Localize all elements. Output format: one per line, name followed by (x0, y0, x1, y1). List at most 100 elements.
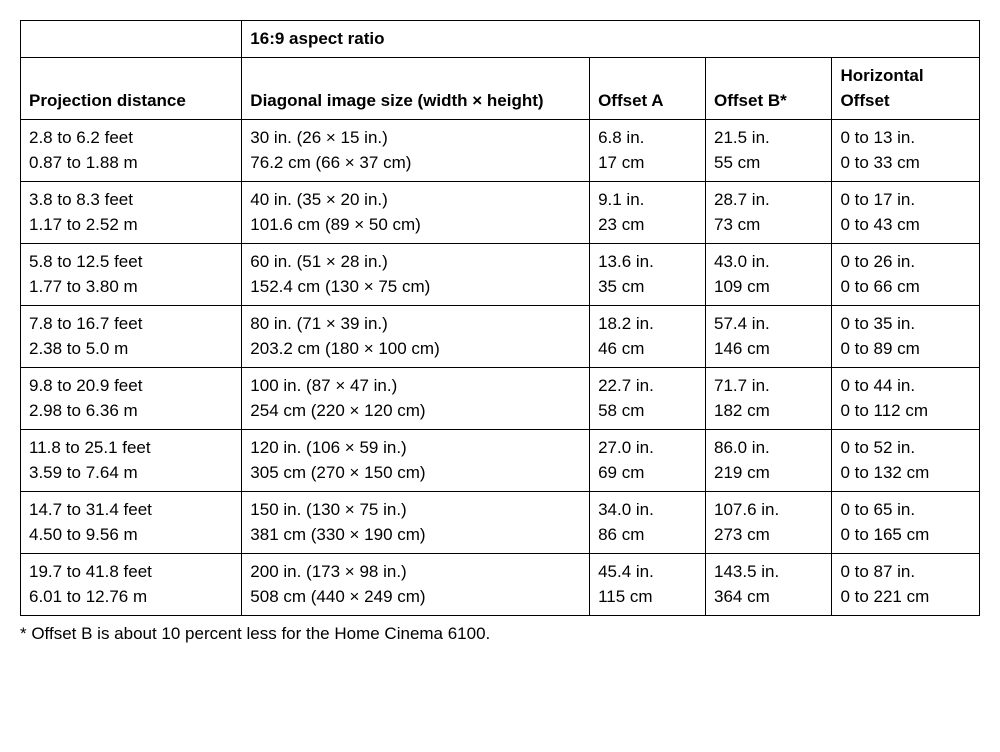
value-line2: 364 cm (714, 587, 770, 606)
value-line2: 55 cm (714, 153, 760, 172)
cell-diagonal: 200 in. (173 × 98 in.) 508 cm (440 × 249 … (242, 553, 590, 615)
value-line1: 43.0 in. (714, 252, 770, 271)
cell-offset-b: 43.0 in. 109 cm (705, 243, 831, 305)
value-line2: 273 cm (714, 525, 770, 544)
value-line2: 2.38 to 5.0 m (29, 339, 128, 358)
cell-offset-h: 0 to 13 in.0 to 33 cm (832, 119, 980, 181)
value-line2: 4.50 to 9.56 m (29, 525, 138, 544)
value-line1: 19.7 to 41.8 feet (29, 562, 152, 581)
value-line1: 27.0 in. (598, 438, 654, 457)
cell-offset-a: 6.8 in. 17 cm (590, 119, 706, 181)
cell-offset-h: 0 to 26 in. 0 to 66 cm (832, 243, 980, 305)
cell-offset-a: 9.1 in. 23 cm (590, 181, 706, 243)
value-line1: 5.8 to 12.5 feet (29, 252, 142, 271)
table-row: 14.7 to 31.4 feet4.50 to 9.56 m150 in. (… (21, 491, 980, 553)
footnote: * Offset B is about 10 percent less for … (20, 624, 980, 644)
table-row: 7.8 to 16.7 feet 2.38 to 5.0 m 80 in. (71 … (21, 305, 980, 367)
value-line2: 69 cm (598, 463, 644, 482)
value-line1: 40 in. (35 × 20 in.) (250, 190, 388, 209)
cell-offset-h: 0 to 44 in. 0 to 112 cm (832, 367, 980, 429)
cell-projection: 9.8 to 20.9 feet 2.98 to 6.36 m (21, 367, 242, 429)
value-line2: 101.6 cm (89 × 50 cm) (250, 215, 421, 234)
value-line2: 73 cm (714, 215, 760, 234)
value-line1: 9.8 to 20.9 feet (29, 376, 142, 395)
cell-projection: 2.8 to 6.2 feet0.87 to 1.88 m (21, 119, 242, 181)
cell-offset-b: 143.5 in.364 cm (705, 553, 831, 615)
value-line2: 2.98 to 6.36 m (29, 401, 138, 420)
value-line2: 508 cm (440 × 249 cm) (250, 587, 425, 606)
value-line1: 200 in. (173 × 98 in.) (250, 562, 406, 581)
value-line1: 0 to 26 in. (840, 252, 915, 271)
value-line2: 115 cm (598, 587, 653, 606)
value-line1: 107.6 in. (714, 500, 779, 519)
cell-offset-b: 28.7 in. 73 cm (705, 181, 831, 243)
value-line2: 1.77 to 3.80 m (29, 277, 138, 296)
table-row: 5.8 to 12.5 feet 1.77 to 3.80 m 60 in. (51… (21, 243, 980, 305)
value-line1: 6.8 in. (598, 128, 644, 147)
value-line1: 9.1 in. (598, 190, 644, 209)
value-line1: 150 in. (130 × 75 in.) (250, 500, 406, 519)
cell-offset-a: 27.0 in. 69 cm (590, 429, 706, 491)
col-offset-a: Offset A (590, 57, 706, 119)
cell-offset-h: 0 to 87 in.0 to 221 cm (832, 553, 980, 615)
value-line2: 23 cm (598, 215, 644, 234)
value-line2: 76.2 cm (66 × 37 cm) (250, 153, 411, 172)
table-row: 11.8 to 25.1 feet 3.59 to 7.64 m 120 in. (… (21, 429, 980, 491)
value-line1: 60 in. (51 × 28 in.) (250, 252, 388, 271)
cell-diagonal: 30 in. (26 × 15 in.)76.2 cm (66 × 37 cm) (242, 119, 590, 181)
table-row: 3.8 to 8.3 feet1.17 to 2.52 m40 in. (35 … (21, 181, 980, 243)
value-line2: 0 to 33 cm (840, 153, 919, 172)
cell-diagonal: 120 in. (106 × 59 in.)305 cm (270 × 150 … (242, 429, 590, 491)
cell-offset-b: 71.7 in.182 cm (705, 367, 831, 429)
value-line2: 0 to 89 cm (840, 339, 919, 358)
value-line1: 0 to 52 in. (840, 438, 915, 457)
cell-projection: 11.8 to 25.1 feet 3.59 to 7.64 m (21, 429, 242, 491)
cell-projection: 3.8 to 8.3 feet1.17 to 2.52 m (21, 181, 242, 243)
value-line1: 34.0 in. (598, 500, 654, 519)
value-line2: 0 to 165 cm (840, 525, 929, 544)
value-line1: 11.8 to 25.1 feet (29, 438, 151, 457)
value-line2: 109 cm (714, 277, 770, 296)
col-projection: Projection distance (21, 57, 242, 119)
value-line2: 17 cm (598, 153, 644, 172)
cell-projection: 7.8 to 16.7 feet 2.38 to 5.0 m (21, 305, 242, 367)
super-header: 16:9 aspect ratio (242, 21, 980, 58)
cell-offset-h: 0 to 52 in.0 to 132 cm (832, 429, 980, 491)
cell-diagonal: 40 in. (35 × 20 in.) 101.6 cm (89 × 50 cm… (242, 181, 590, 243)
value-line1: 21.5 in. (714, 128, 770, 147)
col-offset-b: Offset B* (705, 57, 831, 119)
value-line2: 219 cm (714, 463, 770, 482)
value-line2: 0 to 221 cm (840, 587, 929, 606)
cell-offset-b: 86.0 in.219 cm (705, 429, 831, 491)
value-line2: 35 cm (598, 277, 644, 296)
value-line1: 80 in. (71 × 39 in.) (250, 314, 388, 333)
value-line1: 71.7 in. (714, 376, 770, 395)
cell-offset-h: 0 to 35 in.0 to 89 cm (832, 305, 980, 367)
value-line1: 0 to 65 in. (840, 500, 915, 519)
cell-offset-b: 57.4 in.146 cm (705, 305, 831, 367)
table-row: 19.7 to 41.8 feet6.01 to 12.76 m200 in. … (21, 553, 980, 615)
value-line1: 22.7 in. (598, 376, 654, 395)
value-line2: 152.4 cm (130 × 75 cm) (250, 277, 430, 296)
value-line1: 0 to 44 in. (840, 376, 915, 395)
value-line2: 146 cm (714, 339, 770, 358)
cell-offset-h: 0 to 65 in. 0 to 165 cm (832, 491, 980, 553)
value-line1: 2.8 to 6.2 feet (29, 128, 133, 147)
value-line2: 3.59 to 7.64 m (29, 463, 138, 482)
value-line1: 100 in. (87 × 47 in.) (250, 376, 397, 395)
cell-offset-a: 22.7 in.58 cm (590, 367, 706, 429)
cell-diagonal: 60 in. (51 × 28 in.) 152.4 cm (130 × 75 c… (242, 243, 590, 305)
super-header-blank (21, 21, 242, 58)
value-line2: 0 to 112 cm (840, 401, 928, 420)
value-line2: 381 cm (330 × 190 cm) (250, 525, 425, 544)
value-line1: 7.8 to 16.7 feet (29, 314, 142, 333)
col-offset-h: Horizontal Offset (832, 57, 980, 119)
value-line1: 28.7 in. (714, 190, 770, 209)
value-line1: 120 in. (106 × 59 in.) (250, 438, 406, 457)
value-line2: 0 to 66 cm (840, 277, 919, 296)
col-diagonal: Diagonal image size (width × height) (242, 57, 590, 119)
cell-projection: 5.8 to 12.5 feet 1.77 to 3.80 m (21, 243, 242, 305)
cell-diagonal: 100 in. (87 × 47 in.)254 cm (220 × 120 c… (242, 367, 590, 429)
cell-offset-a: 45.4 in.115 cm (590, 553, 706, 615)
value-line2: 1.17 to 2.52 m (29, 215, 138, 234)
